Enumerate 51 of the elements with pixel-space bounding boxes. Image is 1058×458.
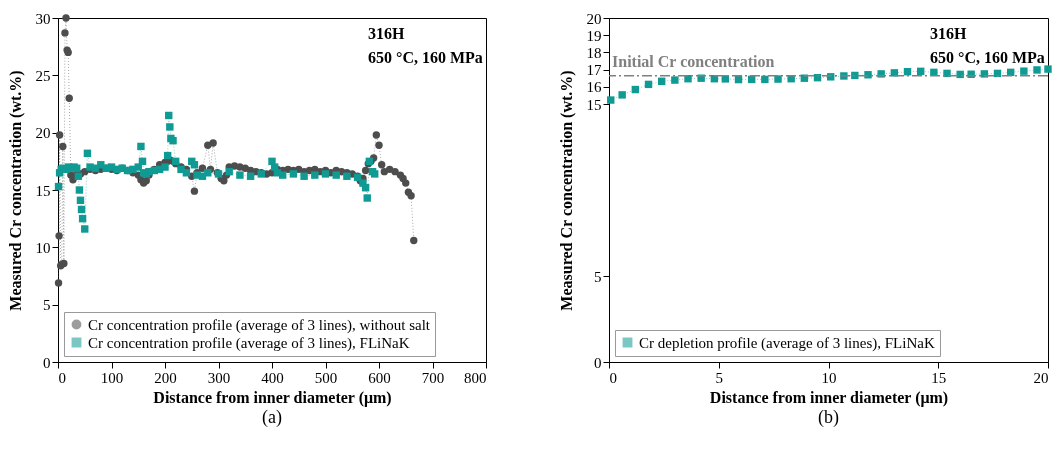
- y-tick-label: 19: [586, 27, 602, 44]
- text: (a): [262, 407, 282, 428]
- point: [761, 75, 769, 84]
- y-tick-label: 20: [35, 125, 51, 142]
- point: [607, 96, 615, 104]
- y-axis-title: Measured Cr concentration (wt.%): [6, 70, 25, 311]
- x-tick-label: 100: [100, 369, 124, 386]
- ref-line-label: Initial Cr concentration: [612, 52, 775, 70]
- y-tick-label: 15: [586, 96, 602, 113]
- point: [671, 76, 679, 84]
- point: [1033, 66, 1041, 74]
- y-tick-label: 0: [594, 354, 602, 371]
- x-tick-label: 0: [609, 369, 617, 386]
- point: [1020, 67, 1028, 75]
- legend-label: Cr concentration profile (average of 3 lines), without salt: [88, 316, 431, 334]
- annotation: 650 °C, 160 MPa: [368, 49, 483, 66]
- y-axis-title: Measured Cr concentration (wt.%): [557, 70, 576, 311]
- x-tick-label: 5: [715, 369, 723, 386]
- y-tick-label: 10: [35, 239, 51, 256]
- y-tick-label: 25: [35, 67, 51, 84]
- y-tick-label: 20: [586, 10, 602, 27]
- y-tick-label: 16: [586, 79, 602, 96]
- x-tick-label: 400: [261, 369, 284, 386]
- y-tick-label: 15: [35, 182, 51, 199]
- x-axis-title: Distance from inner diameter (μm): [153, 388, 392, 407]
- text: (b): [818, 407, 839, 428]
- y-tick-label: 5: [594, 268, 602, 285]
- point: [618, 91, 626, 99]
- annotation: 316H: [930, 25, 967, 42]
- legend-label: Cr depletion profile (average of 3 lines), FLiNaK: [639, 334, 935, 352]
- x-tick-label: 10: [821, 369, 837, 386]
- x-tick-label: 20: [1033, 369, 1049, 386]
- x-tick-label: 300: [207, 369, 231, 386]
- legend-label: Cr concentration profile (average of 3 lines), FLiNaK: [88, 334, 410, 352]
- x-tick-label: 500: [314, 369, 338, 386]
- y-tick-label: 0: [43, 354, 51, 371]
- x-tick-label: 700: [421, 369, 445, 386]
- y-tick-label: 30: [35, 10, 51, 27]
- x-tick-label: 800: [464, 369, 487, 386]
- point: [851, 71, 859, 80]
- point: [1044, 65, 1052, 73]
- y-tick-label: 17: [586, 62, 602, 79]
- x-tick-label: 0: [58, 369, 66, 386]
- y-tick-label: 5: [43, 297, 51, 314]
- y-tick-label: 18: [586, 44, 602, 61]
- annotation: 650 °C, 160 MPa: [930, 49, 1045, 66]
- x-axis-title: Distance from inner diameter (μm): [709, 388, 949, 407]
- x-tick-label: 200: [154, 369, 177, 386]
- x-tick-label: 15: [931, 369, 947, 386]
- annotation: 316H: [368, 25, 405, 42]
- x-tick-label: 600: [368, 369, 391, 386]
